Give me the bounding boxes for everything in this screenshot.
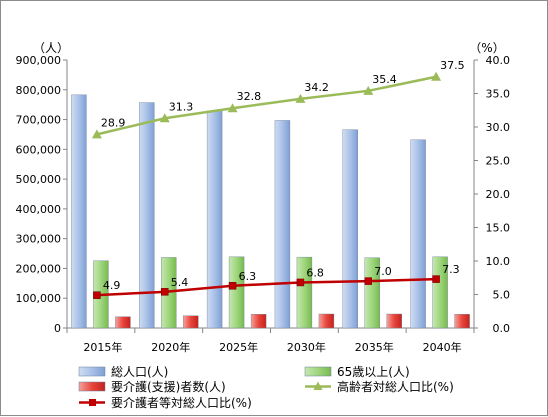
- series-point-1-5: [432, 275, 440, 283]
- x-tick-label: 2015年: [83, 340, 122, 354]
- bar-0-5: [410, 139, 426, 329]
- legend-label-1: 65歳以上(人): [337, 365, 410, 379]
- data-label-0-2: 32.8: [237, 90, 261, 103]
- legend-label-3: 高齢者対総人口比(%): [337, 379, 454, 394]
- bar-1-5: [432, 256, 448, 329]
- data-label-1-0: 4.9: [103, 279, 121, 292]
- legend-label-2: 要介護(支援)者数(人): [111, 379, 226, 394]
- bar-0-3: [274, 120, 291, 329]
- right-tick-label: 10.0: [486, 255, 511, 268]
- data-label-1-1: 5.4: [171, 276, 189, 289]
- right-tick-label: 40.0: [486, 54, 511, 67]
- bar-2-0: [115, 316, 131, 329]
- series-point-0-2: [227, 103, 238, 113]
- right-tick-label: 15.0: [486, 222, 511, 235]
- bar-0-2: [206, 110, 223, 329]
- x-tick-label: 2020年: [151, 340, 190, 354]
- legend-swatch-1: [304, 366, 332, 377]
- data-label-0-4: 35.4: [372, 73, 397, 86]
- data-label-1-2: 6.3: [239, 270, 256, 283]
- bar-1-4: [364, 257, 380, 329]
- bar-2-3: [318, 313, 335, 329]
- bar-2-5: [454, 314, 470, 329]
- x-tick-label: 2025年: [219, 340, 258, 354]
- bar-0-0: [71, 94, 87, 329]
- data-label-1-3: 6.8: [306, 266, 324, 279]
- series-point-0-5: [431, 71, 442, 81]
- left-tick-label: 100,000: [16, 292, 62, 305]
- bar-2-1: [183, 315, 199, 329]
- left-tick-label: 800,000: [16, 84, 62, 97]
- series-point-1-4: [364, 277, 372, 285]
- series-line-1: [96, 277, 437, 297]
- series-line-0: [96, 75, 437, 136]
- legend-label-0: 総人口(人): [111, 365, 168, 379]
- right-tick-label: 5.0: [493, 289, 511, 302]
- data-label-1-5: 7.3: [442, 263, 460, 276]
- bar-2-2: [250, 314, 267, 329]
- series-point-0-0: [91, 129, 102, 139]
- left-tick-label: 700,000: [16, 114, 62, 127]
- series-point-1-2: [228, 282, 237, 290]
- left-tick-label: 200,000: [16, 262, 62, 275]
- legend-swatch-2: [78, 381, 106, 392]
- left-tick-label: 500,000: [16, 173, 62, 186]
- right-tick-label: 25.0: [486, 155, 511, 168]
- x-tick-label: 2035年: [355, 340, 394, 354]
- axes-layer: 0 100,000 200,000 300,000 400,000 500,000 600,…: [16, 41, 511, 354]
- legend: 総人口(人) 65歳以上(人) 要介護(支援)者数(人) 高齢者対総人口比(%) 要介護…: [78, 365, 454, 410]
- series-point-0-4: [363, 85, 374, 95]
- series-point-1-0: [93, 291, 101, 299]
- legend-label-4: 要介護者等対総人口比(%): [111, 395, 252, 410]
- data-label-0-0: 28.9: [101, 116, 126, 129]
- right-tick-label: 35.0: [486, 88, 511, 101]
- legend-swatch-0: [78, 366, 106, 377]
- bar-0-1: [139, 102, 155, 329]
- series-point-1-1: [161, 288, 169, 296]
- series-point-0-3: [295, 93, 306, 103]
- right-tick-label: 20.0: [486, 188, 511, 201]
- right-tick-label: 0.0: [493, 322, 511, 335]
- series-point-0-1: [159, 113, 170, 123]
- bar-0-4: [342, 129, 358, 329]
- data-label-1-4: 7.0: [374, 265, 392, 278]
- lines-layer: 28.9 31.3 32.8 34.2 35.4 37.5 4.9 5.4 6.3 6.8 7.0 7…: [91, 59, 465, 299]
- left-tick-label: 900,000: [16, 54, 62, 67]
- left-tick-label: 400,000: [16, 203, 62, 216]
- right-axis-unit: （%）: [469, 41, 504, 55]
- right-tick-label: 30.0: [486, 121, 511, 134]
- legend-marker-3: [313, 381, 323, 390]
- data-label-0-1: 31.3: [169, 100, 194, 113]
- bar-1-3: [296, 256, 313, 329]
- bar-1-2: [228, 256, 245, 329]
- left-tick-label: 600,000: [16, 143, 62, 156]
- x-tick-label: 2030年: [287, 340, 326, 354]
- x-tick-label: 2040年: [423, 340, 462, 354]
- legend-marker-4: [89, 399, 96, 406]
- series-point-1-3: [296, 278, 305, 287]
- bar-2-4: [386, 313, 402, 329]
- left-tick-label: 0: [54, 322, 61, 335]
- data-label-0-5: 37.5: [440, 59, 465, 72]
- left-tick-label: 300,000: [16, 233, 62, 246]
- data-label-0-3: 34.2: [304, 81, 329, 94]
- left-axis-unit: （人）: [33, 41, 69, 55]
